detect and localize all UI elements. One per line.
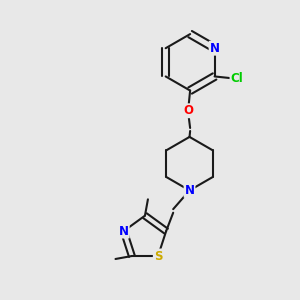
Text: O: O (184, 104, 194, 117)
Text: S: S (154, 250, 162, 262)
Text: N: N (119, 225, 129, 238)
Text: N: N (210, 42, 220, 55)
Text: N: N (184, 184, 194, 197)
Text: Cl: Cl (230, 72, 243, 85)
